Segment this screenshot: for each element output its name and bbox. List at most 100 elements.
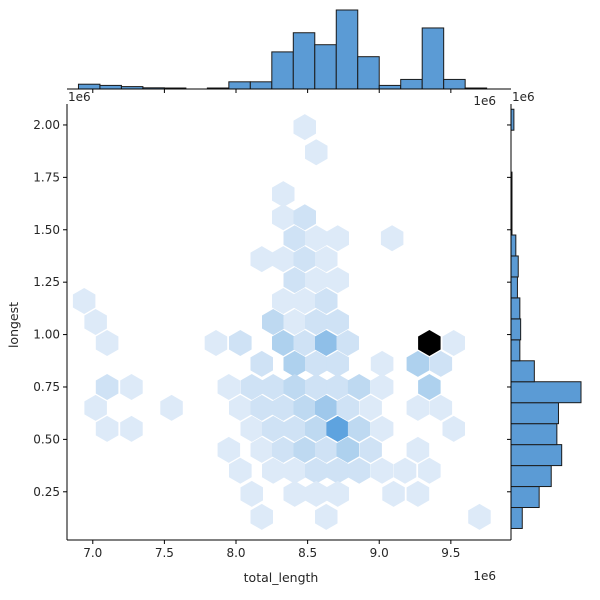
hexbin-cell: [370, 350, 394, 377]
y-tick-label: 0.25: [33, 485, 60, 499]
hexbin-cell: [283, 225, 306, 252]
x-hist-bar: [421, 27, 445, 90]
hexbin-cell: [272, 181, 295, 208]
y-hist-bar: [510, 297, 521, 320]
hexbin-cell: [160, 394, 183, 421]
y-offset-label: 1e6: [68, 90, 91, 104]
hexbin-cell: [305, 139, 328, 166]
y-tick-label: 0.75: [33, 380, 60, 394]
hexbin-cell: [305, 267, 328, 294]
hexbin-cell: [382, 480, 405, 507]
hexbin-cell: [370, 374, 394, 400]
hexbin-cell: [293, 288, 316, 314]
y-tick-label: 1.50: [33, 223, 60, 237]
hexbin-cell: [95, 330, 119, 356]
y-hist-bar: [510, 507, 523, 529]
x-axis-label: total_length: [244, 570, 319, 585]
y-marginal-offset-label: 1e6: [512, 90, 535, 104]
x-hist-bar: [443, 78, 466, 90]
x-marginal-histogram: [77, 9, 488, 90]
hexbin-cell: [305, 225, 328, 252]
x-hist-bar: [314, 44, 337, 90]
hexbin-cell: [283, 374, 306, 400]
hexbin-cell: [359, 394, 382, 421]
hexbin-cell: [120, 415, 143, 442]
x-hist-bar: [378, 84, 402, 90]
hexbin-cell: [406, 394, 430, 421]
y-hist-bar: [510, 402, 559, 425]
x-hist-bar: [357, 56, 380, 90]
hexbin-cell: [95, 415, 119, 442]
hexbin-cell: [429, 350, 453, 377]
hexbin-cell: [240, 374, 263, 400]
hexbin-cell: [283, 350, 306, 377]
hexbin-cell: [283, 309, 306, 335]
hexbin-cell: [406, 436, 430, 463]
hexbin-cell: [293, 114, 316, 141]
hexbin-cell: [84, 309, 107, 335]
hexbin-cell: [72, 288, 96, 314]
y-hist-bar: [510, 381, 582, 404]
x-offset-label: 1e6: [473, 569, 496, 583]
y-hist-bar: [510, 465, 552, 488]
x-tick-label: 9.0: [370, 546, 389, 560]
x-tick-label: 7.0: [83, 546, 102, 560]
hexbin-cell: [442, 330, 465, 356]
hexbin-cell: [262, 309, 285, 335]
hexbin-cell: [293, 204, 316, 231]
hexbin-cell: [305, 415, 328, 442]
hexbin-cell: [305, 480, 328, 507]
hexbin-cell: [315, 288, 338, 314]
hexbin-cell: [283, 415, 306, 442]
hexbin-cell: [326, 267, 349, 294]
axes-layer: 7.0 7.5 8.0 8.5 9.0 9.5 0.25 0.50 0.75 1.00 1.25 1.…: [33, 88, 512, 560]
hexbin-cell: [326, 309, 349, 335]
hexbin-cell: [229, 457, 252, 484]
y-hist-bar: [510, 486, 540, 509]
hexbin-cell: [380, 225, 404, 252]
hexbin-cell: [250, 503, 273, 530]
hexbin-cell: [305, 309, 328, 335]
hexbin-cell: [262, 415, 285, 442]
hexbin-cell: [326, 225, 349, 252]
hexbin-cell: [418, 374, 441, 400]
hexbin-cell: [250, 246, 273, 273]
y-tick-label: 2.00: [33, 118, 60, 132]
hexbin-cell: [347, 374, 371, 400]
hexbin-cell: [293, 246, 316, 273]
x-tick-label: 7.5: [155, 546, 174, 560]
y-hist-bar: [510, 276, 518, 299]
hexbin-cell: [272, 394, 295, 421]
hexbin-layer: [72, 114, 491, 530]
hexbin-cell: [326, 415, 349, 442]
hexbin-cell: [283, 457, 306, 484]
hexbin-cell: [272, 246, 295, 273]
y-hist-bar: [510, 360, 535, 383]
hexbin-cell: [315, 436, 338, 463]
hexbin-cell: [305, 457, 328, 484]
y-hist-bar: [510, 423, 558, 446]
hexbin-cell: [326, 480, 349, 507]
hexbin-cell: [468, 503, 491, 530]
hexbin-cell: [442, 415, 465, 442]
x-tick-label: 8.5: [298, 546, 317, 560]
hexbin-cell: [347, 457, 371, 484]
hexbin-cell: [293, 394, 316, 421]
hexbin-cell: [240, 415, 263, 442]
hexbin-cell: [418, 457, 441, 484]
x-hist-bar: [228, 81, 251, 90]
hexbin-cell: [240, 480, 263, 507]
hexbin-cell: [315, 330, 338, 356]
hexbin-cell: [272, 288, 295, 314]
hexbin-cell: [406, 480, 430, 507]
hexbin-cell: [326, 374, 349, 400]
hexbin-cell: [95, 374, 119, 400]
y-hist-bar: [510, 255, 519, 278]
hexbin-cell: [336, 394, 359, 421]
hexbin-cell: [336, 330, 359, 356]
x-hist-bar: [292, 32, 316, 90]
hexbin-cell: [204, 330, 228, 356]
hexbin-cell: [315, 503, 338, 530]
hexbin-cell: [262, 374, 285, 400]
hexbin-cell: [393, 457, 417, 484]
